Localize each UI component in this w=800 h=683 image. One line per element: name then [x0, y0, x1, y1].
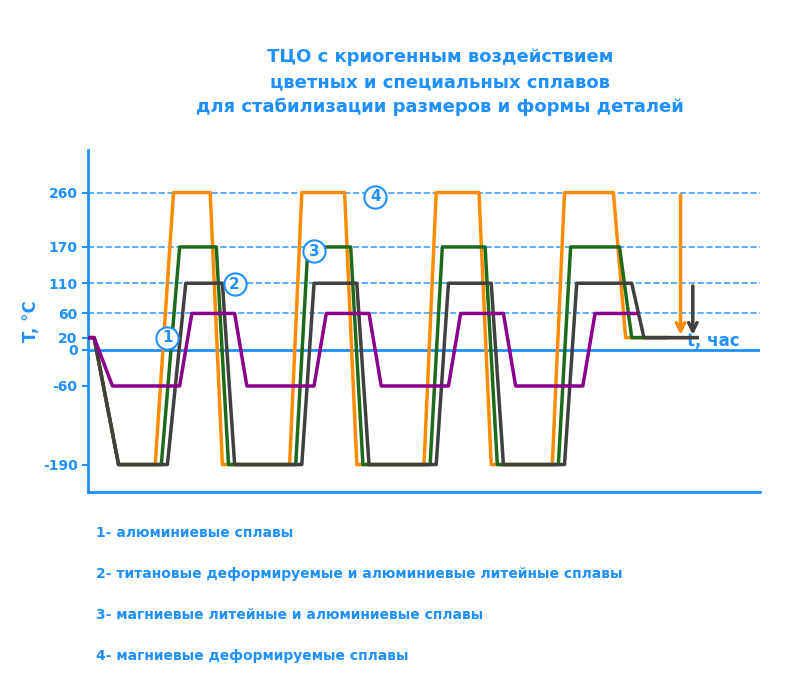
Text: ТЦО с криогенным воздействием
цветных и специальных сплавов
для стабилизации раз: ТЦО с криогенным воздействием цветных и …: [196, 48, 684, 116]
Text: 3: 3: [309, 244, 319, 259]
Text: t, час: t, час: [687, 332, 740, 350]
Text: 3- магниевые литейные и алюминиевые сплавы: 3- магниевые литейные и алюминиевые спла…: [96, 608, 483, 622]
Text: 2- титановые деформируемые и алюминиевые литейные сплавы: 2- титановые деформируемые и алюминиевые…: [96, 567, 622, 581]
Text: 1- алюминиевые сплавы: 1- алюминиевые сплавы: [96, 526, 294, 540]
Text: 4: 4: [370, 189, 381, 204]
Text: 2: 2: [230, 277, 240, 292]
Text: 1: 1: [162, 330, 173, 345]
Text: 4- магниевые деформируемые сплавы: 4- магниевые деформируемые сплавы: [96, 649, 409, 663]
Y-axis label: T, °C: T, °C: [22, 300, 40, 342]
